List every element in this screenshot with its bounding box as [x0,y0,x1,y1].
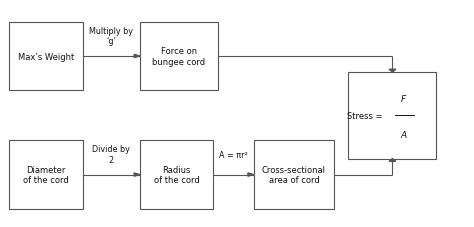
Text: Force on
bungee cord: Force on bungee cord [152,47,206,67]
Polygon shape [134,173,140,176]
Text: Multiply by
‘g’: Multiply by ‘g’ [90,27,133,46]
Text: Cross-sectional
area of cord: Cross-sectional area of cord [262,165,326,185]
Text: A = πr²: A = πr² [219,150,248,159]
Polygon shape [248,173,254,176]
Polygon shape [389,159,396,162]
Text: $A$: $A$ [400,128,408,139]
FancyBboxPatch shape [254,141,334,209]
Text: Diameter
of the cord: Diameter of the cord [23,165,69,185]
Text: Max’s Weight: Max’s Weight [18,52,74,61]
FancyBboxPatch shape [9,141,83,209]
FancyBboxPatch shape [140,23,218,91]
Text: Divide by
2: Divide by 2 [92,145,130,164]
Text: $F$: $F$ [401,92,408,103]
Polygon shape [389,70,396,73]
FancyBboxPatch shape [348,73,436,159]
Text: Radius
of the cord: Radius of the cord [154,165,200,185]
Text: Stress =: Stress = [347,111,385,120]
FancyBboxPatch shape [9,23,83,91]
Polygon shape [134,55,140,58]
FancyBboxPatch shape [140,141,213,209]
